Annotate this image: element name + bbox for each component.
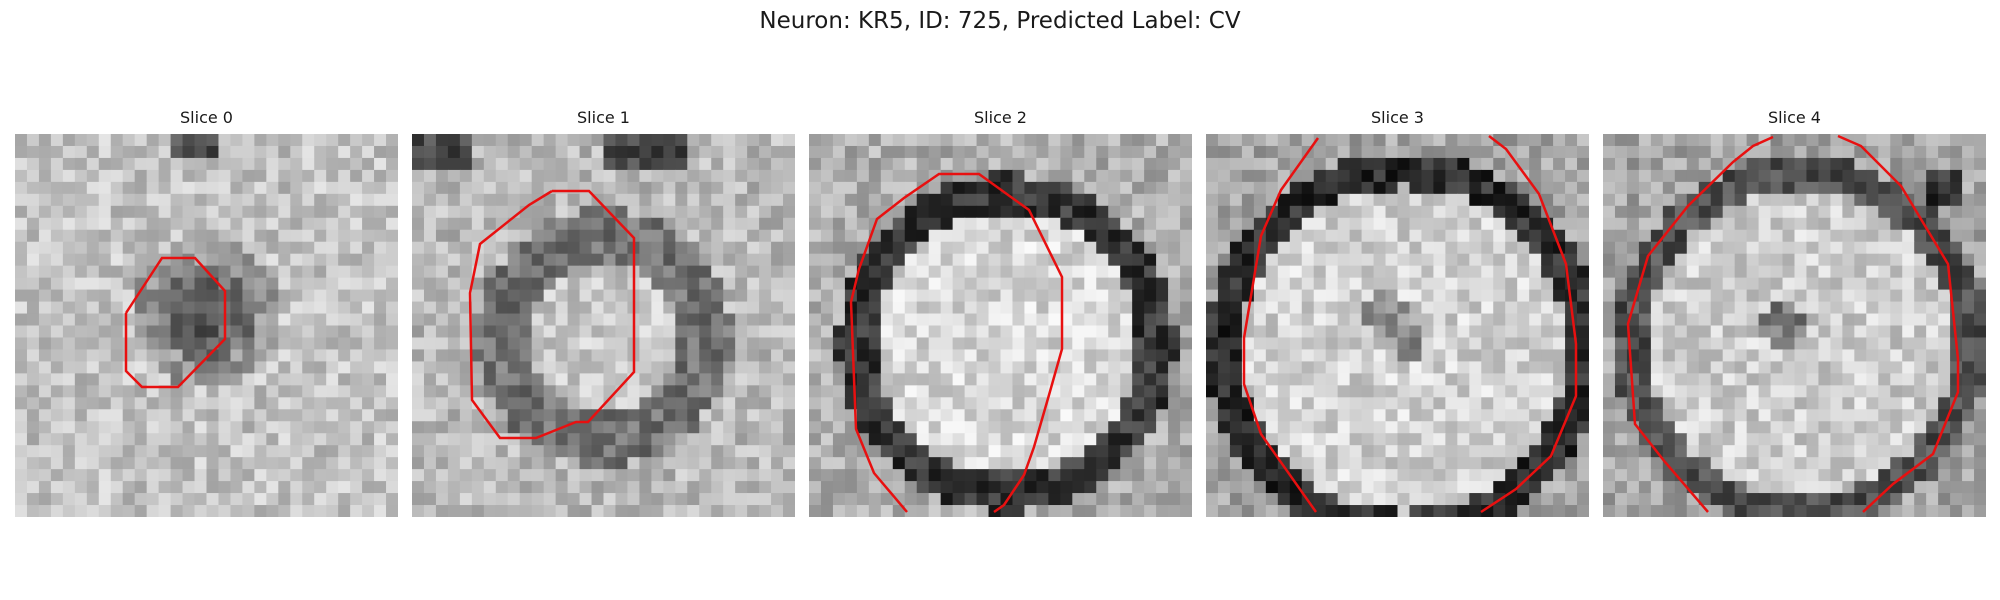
slice-image (1206, 134, 1589, 517)
slice-image (412, 134, 795, 517)
slice-image-svg (15, 134, 398, 517)
red-contour (1837, 134, 1960, 513)
red-contour (124, 256, 227, 389)
grayscale-pixels (1603, 134, 1986, 517)
red-contour (468, 189, 636, 440)
slice-title: Slice 1 (577, 108, 630, 127)
grayscale-pixels (412, 134, 795, 517)
slice-image-svg (1206, 134, 1589, 517)
red-contour (1626, 135, 1774, 513)
figure-title: Neuron: KR5, ID: 725, Predicted Label: C… (759, 8, 1241, 34)
slice-image-svg (1603, 134, 1986, 517)
slice-title: Slice 3 (1371, 108, 1424, 127)
red-contour (849, 172, 1064, 514)
slice-image (1603, 134, 1986, 517)
slice-title: Slice 0 (180, 108, 233, 127)
grayscale-pixels (1206, 134, 1589, 517)
slice-title: Slice 4 (1768, 108, 1821, 127)
red-contour (1242, 137, 1320, 513)
slice-image (809, 134, 1192, 517)
slice-image (15, 134, 398, 517)
grayscale-pixels (15, 134, 398, 517)
slice-image-svg (412, 134, 795, 517)
slice-title: Slice 2 (974, 108, 1027, 127)
red-contour (1480, 135, 1578, 514)
slice-image-svg (809, 134, 1192, 517)
grayscale-pixels (809, 134, 1192, 517)
